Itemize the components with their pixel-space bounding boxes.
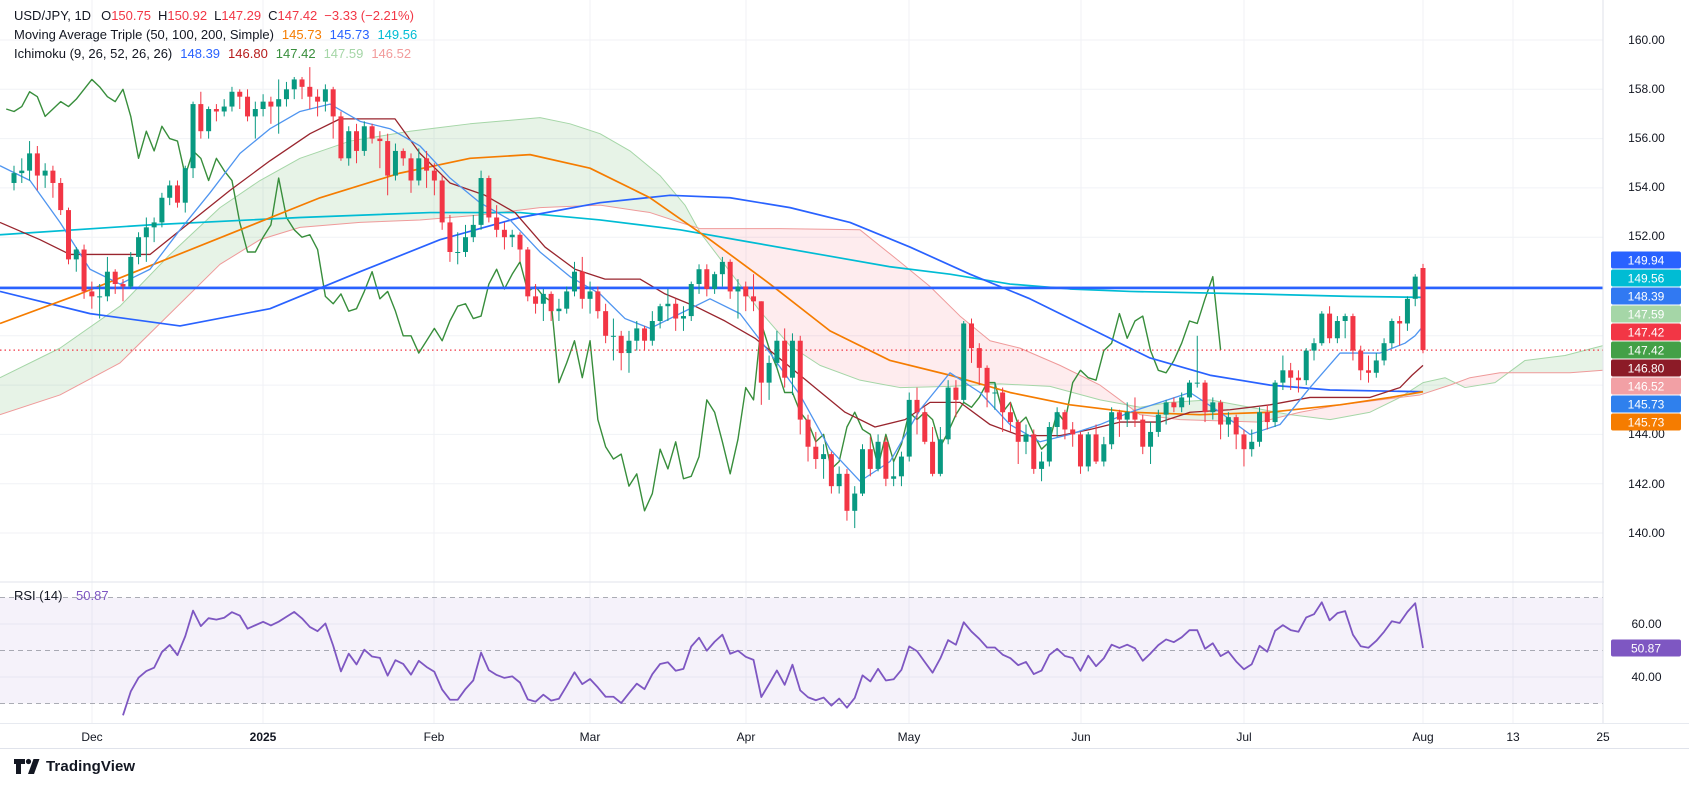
tradingview-logo-text: TradingView — [46, 758, 136, 775]
rsi-legend-row[interactable]: RSI (14) 50.87 — [14, 588, 109, 603]
indicator-value: 147.42 — [275, 46, 316, 61]
price-axis-label: 144.00 — [1628, 427, 1665, 441]
indicator-value: 147.59 — [323, 46, 364, 61]
ohlc-label: O — [101, 8, 112, 23]
time-axis-label: Feb — [423, 729, 445, 744]
ohlc-label: H — [157, 8, 168, 23]
ichimoku-indicator-values: 148.39 146.80 147.42 147.59 146.52 — [180, 44, 419, 63]
indicator-value: 145.73 — [281, 27, 322, 42]
price-axis-label: 152.00 — [1628, 229, 1665, 243]
tradingview-logo-icon — [14, 758, 40, 774]
change-value: −3.33 (−2.21%) — [324, 8, 414, 23]
footer-bar: TradingView — [0, 748, 1689, 787]
ma-legend-row[interactable]: Moving Average Triple (50, 100, 200, Sim… — [14, 25, 425, 44]
price-axis-label: 60.00 — [1631, 617, 1662, 631]
time-axis-label: Dec — [81, 729, 103, 744]
time-axis-label: May — [897, 729, 921, 744]
price-axis-label: 160.00 — [1628, 33, 1665, 47]
price-axis-label: 140.00 — [1628, 526, 1665, 540]
rsi-indicator-label: RSI (14) — [14, 588, 63, 603]
ohlc-values: O150.75 H150.92 L147.29 C147.42 −3.33 (−2.21… — [101, 6, 414, 25]
time-axis-label: 25 — [1596, 729, 1610, 744]
price-axis-label: 142.00 — [1628, 477, 1665, 491]
indicator-value: 146.80 — [228, 46, 268, 61]
time-axis-label: Apr — [736, 729, 756, 744]
price-badge: 146.52 — [1611, 377, 1681, 395]
time-axis-label: Jul — [1236, 729, 1252, 744]
price-axis-label: 154.00 — [1628, 180, 1665, 194]
symbol-legend-row[interactable]: USD/JPY, 1D O150.75 H150.92 L147.29 C147.42… — [14, 6, 425, 25]
price-badge: 145.73 — [1611, 395, 1681, 413]
time-axis-label: Aug — [1412, 729, 1434, 744]
price-axis-label: 156.00 — [1628, 131, 1665, 145]
ichimoku-legend-row[interactable]: Ichimoku (9, 26, 52, 26, 26) 148.39 146.8… — [14, 44, 425, 63]
price-badge: 147.59 — [1611, 305, 1681, 323]
price-badge: 145.73 — [1611, 413, 1681, 431]
ohlc-label: C — [268, 8, 278, 23]
price-badge: 146.80 — [1611, 359, 1681, 377]
symbol-title: USD/JPY, 1D — [14, 8, 92, 23]
price-badge: 149.94 — [1611, 251, 1681, 269]
price-axis[interactable]: 160.00 158.00 156.00 154.00 152.00 144.00 142.… — [1604, 0, 1689, 748]
price-badge: 149.56 — [1611, 269, 1681, 287]
ohlc-value: 147.42 — [277, 8, 318, 23]
time-axis[interactable]: Dec 2025 Feb Mar Apr May Jun Jul Aug 13 25 — [0, 723, 1689, 749]
price-axis-label: 40.00 — [1631, 670, 1662, 684]
legend: USD/JPY, 1D O150.75 H150.92 L147.29 C147.42… — [14, 6, 425, 63]
ichimoku-indicator-label: Ichimoku (9, 26, 52, 26, 26) — [14, 46, 173, 61]
ohlc-label: L — [214, 8, 222, 23]
time-axis-label: 2025 — [249, 729, 277, 744]
tradingview-logo[interactable]: TradingView — [14, 758, 135, 775]
ohlc-value: 150.92 — [167, 8, 208, 23]
time-axis-label: 13 — [1506, 729, 1520, 744]
ohlc-value: 150.75 — [111, 8, 151, 23]
ma-indicator-label: Moving Average Triple (50, 100, 200, Sim… — [14, 27, 274, 42]
indicator-value: 149.56 — [377, 27, 418, 42]
price-badge: 147.42 — [1611, 341, 1681, 359]
ohlc-value: 147.29 — [221, 8, 262, 23]
price-badge: 147.42 — [1611, 323, 1681, 341]
price-axis-label: 158.00 — [1628, 82, 1665, 96]
time-axis-label: Mar — [579, 729, 601, 744]
ma-indicator-values: 145.73 145.73 149.56 — [282, 25, 425, 44]
indicator-value: 148.39 — [180, 46, 221, 61]
indicator-value: 145.73 — [329, 27, 370, 42]
indicator-value: 146.52 — [371, 46, 412, 61]
price-badge: 148.39 — [1611, 287, 1681, 305]
price-badge: 50.87 — [1611, 639, 1681, 657]
time-axis-label: Jun — [1071, 729, 1091, 744]
rsi-indicator-value: 50.87 — [76, 588, 109, 603]
